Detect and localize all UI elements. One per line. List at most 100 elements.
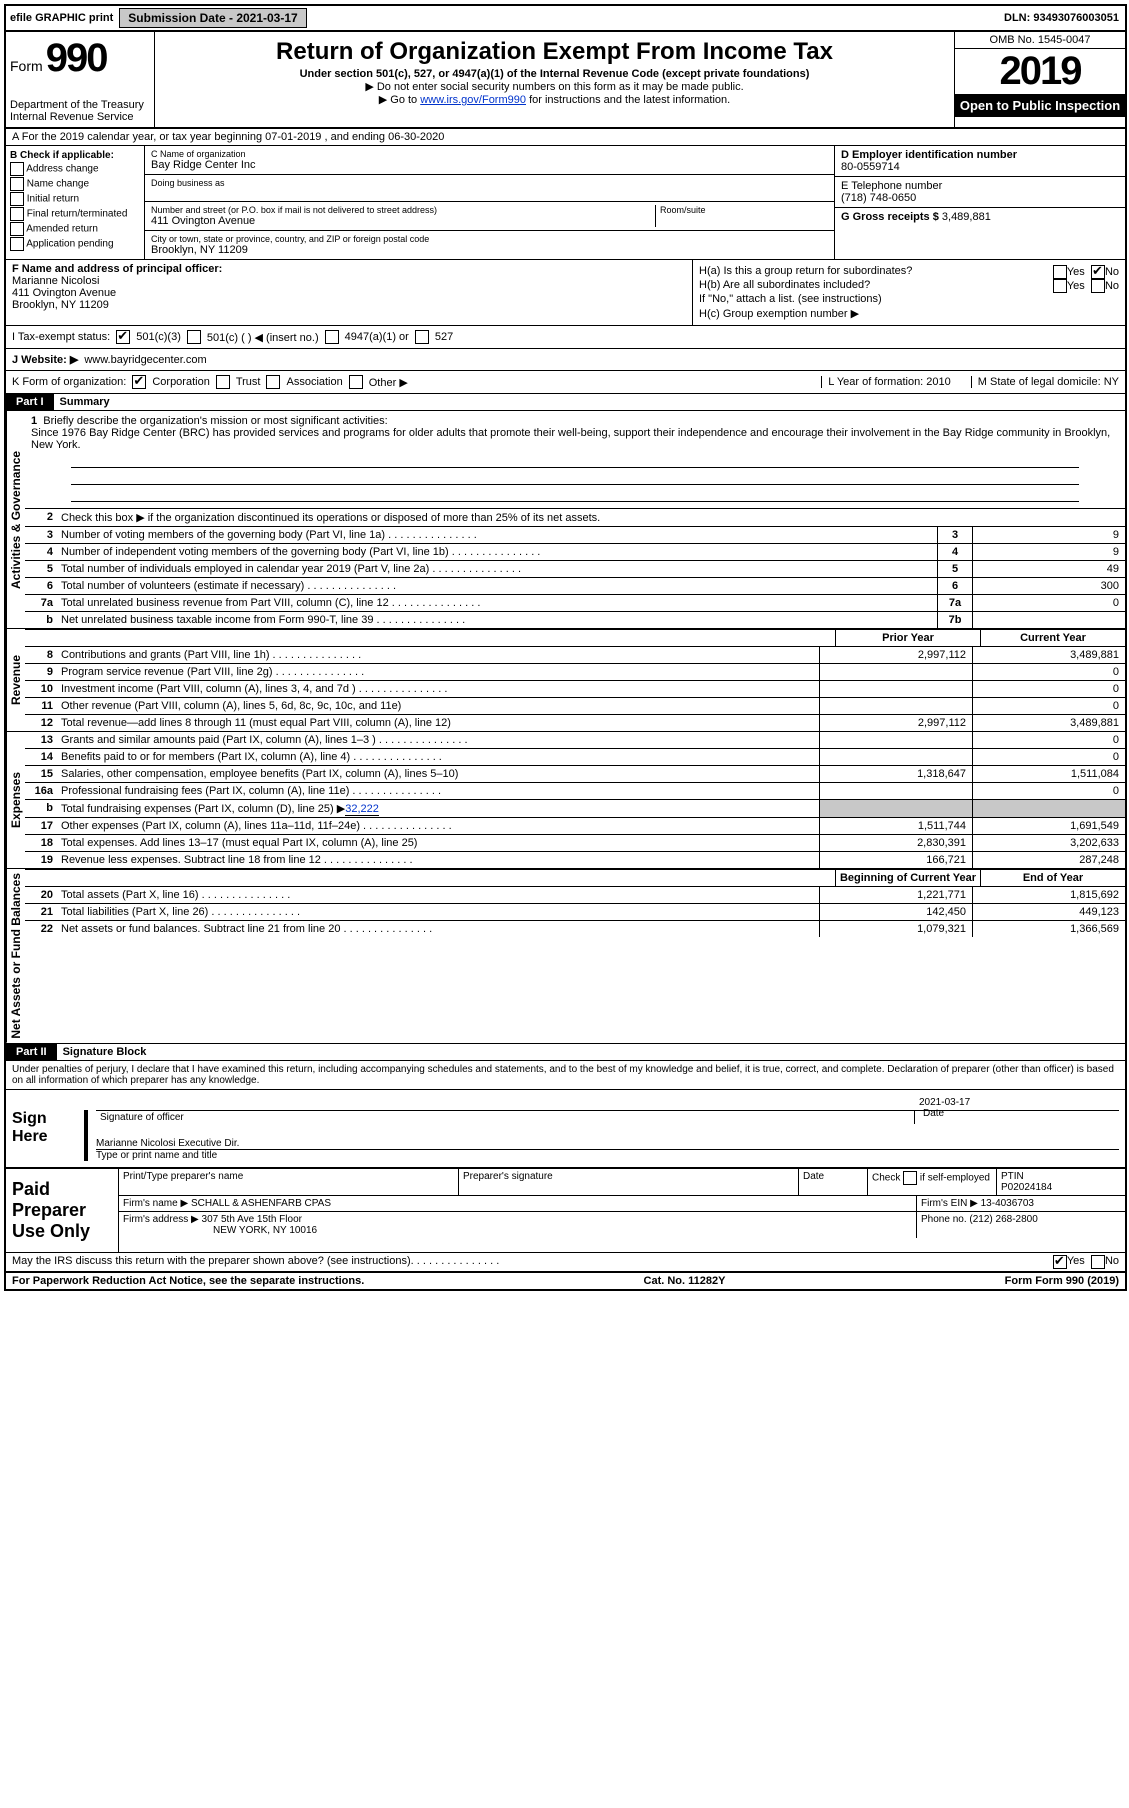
l14: Benefits paid to or for members (Part IX… [57,749,819,765]
part2-label: Part II [6,1044,57,1060]
side-activities: Activities & Governance [6,411,25,628]
cat-no: Cat. No. 11282Y [644,1275,726,1287]
k-label: K Form of organization: [12,376,126,388]
side-expenses: Expenses [6,732,25,868]
ptin-cell: PTINP02024184 [997,1169,1125,1195]
revenue-section: Revenue Prior YearCurrent Year 8Contribu… [6,629,1125,732]
header-right: OMB No. 1545-0047 2019 Open to Public In… [954,32,1125,127]
l17: Other expenses (Part IX, column (A), lin… [57,818,819,834]
f-label: F Name and address of principal officer: [12,263,686,275]
header-center: Return of Organization Exempt From Incom… [155,32,954,127]
part1-label: Part I [6,394,54,410]
sig-officer-label: Signature of officer [96,1111,188,1124]
section-bcd: B Check if applicable: Address change Na… [6,146,1125,260]
header-left: Form 990 Department of the Treasury Inte… [6,32,155,127]
chk-amended[interactable]: Amended return [10,222,140,236]
sign-date: 2021-03-17 [919,1097,1119,1108]
netassets-section: Net Assets or Fund Balances Beginning of… [6,869,1125,1044]
goto-pre: ▶ Go to [379,94,420,106]
section-fh: F Name and address of principal officer:… [6,260,1125,326]
addr-label: Number and street (or P.O. box if mail i… [151,205,655,215]
l-year-formation: L Year of formation: 2010 [821,376,951,388]
chk-501c[interactable] [187,330,201,344]
chk-name-change[interactable]: Name change [10,177,140,191]
form-word: Form [10,58,43,74]
v3: 9 [972,527,1125,543]
h-b-note: If "No," attach a list. (see instruction… [699,293,1119,305]
gross-receipts: 3,489,881 [942,211,991,223]
irs-label: Internal Revenue Service [10,111,150,123]
street-address: 411 Ovington Avenue [151,215,655,227]
chk-initial-return[interactable]: Initial return [10,192,140,206]
l12: Total revenue—add lines 8 through 11 (mu… [57,715,819,731]
city-label: City or town, state or province, country… [151,234,828,244]
telephone-value: (718) 748-0650 [841,192,1119,204]
dept-treasury: Department of the Treasury [10,99,150,111]
chk-527[interactable] [415,330,429,344]
chk-4947[interactable] [325,330,339,344]
officer-name-title: Marianne Nicolosi Executive Dir. [96,1138,1119,1149]
col-c: C Name of organization Bay Ridge Center … [145,146,834,259]
g-label: G Gross receipts $ [841,211,939,223]
website-value: www.bayridgecenter.com [84,354,206,366]
l15: Salaries, other compensation, employee b… [57,766,819,782]
l22: Net assets or fund balances. Subtract li… [57,921,819,937]
h-b: H(b) Are all subordinates included? Yes … [699,279,1119,291]
note-goto: ▶ Go to www.irs.gov/Form990 for instruct… [159,93,950,106]
chk-association[interactable] [266,375,280,389]
chk-501c3[interactable] [116,330,130,344]
firm-name-cell: Firm's name ▶ SCHALL & ASHENFARB CPAS [119,1196,917,1211]
chk-trust[interactable] [216,375,230,389]
goto-post: for instructions and the latest informat… [529,94,730,106]
l1-text: Since 1976 Bay Ridge Center (BRC) has pr… [31,427,1110,451]
part2-title: Signature Block [57,1046,147,1058]
l7b: Net unrelated business taxable income fr… [57,612,937,628]
officer-addr1: 411 Ovington Avenue [12,287,686,299]
e-label: E Telephone number [841,180,1119,192]
chk-address-change[interactable]: Address change [10,162,140,176]
v4: 9 [972,544,1125,560]
type-print-label: Type or print name and title [96,1150,217,1161]
chk-corporation[interactable] [132,375,146,389]
officer-addr2: Brooklyn, NY 11209 [12,299,686,311]
boy-header: Beginning of Current Year [835,870,980,886]
l16b: Total fundraising expenses (Part IX, col… [57,800,819,817]
discuss-no-chk[interactable] [1091,1255,1105,1269]
tax-year: 2019 [955,49,1125,94]
officer-name: Marianne Nicolosi [12,275,686,287]
omb-number: OMB No. 1545-0047 [955,32,1125,49]
preparer-label: Paid Preparer Use Only [6,1169,118,1252]
l4: Number of independent voting members of … [57,544,937,560]
chk-final-return[interactable]: Final return/terminated [10,207,140,221]
dln-label: DLN: 93493076003051 [1004,12,1125,24]
chk-app-pending[interactable]: Application pending [10,237,140,251]
submission-date-btn[interactable]: Submission Date - 2021-03-17 [119,8,306,28]
discuss-yes-chk[interactable] [1053,1255,1067,1269]
part2-header: Part II Signature Block [6,1044,1125,1061]
discuss-row: May the IRS discuss this return with the… [6,1253,1125,1273]
i-label: I Tax-exempt status: [12,331,110,343]
chk-other[interactable] [349,375,363,389]
col-deg: D Employer identification number 80-0559… [834,146,1125,259]
l21: Total liabilities (Part X, line 26) [57,904,819,920]
form-header: Form 990 Department of the Treasury Inte… [6,32,1125,129]
form-title: Return of Organization Exempt From Incom… [159,38,950,66]
l1-label: Briefly describe the organization's miss… [43,415,387,427]
l11: Other revenue (Part VIII, column (A), li… [57,698,819,714]
col-b-checkboxes: B Check if applicable: Address change Na… [6,146,145,259]
firm-phone-cell: Phone no. (212) 268-2800 [917,1212,1125,1238]
f-block: F Name and address of principal officer:… [6,260,692,325]
v6: 300 [972,578,1125,594]
l10: Investment income (Part VIII, column (A)… [57,681,819,697]
l2: Check this box ▶ if the organization dis… [57,509,1125,526]
prep-selfemp: Check if self-employed [868,1169,997,1195]
blank-line [71,487,1079,502]
row-a-calendar-year: A For the 2019 calendar year, or tax yea… [6,129,1125,146]
row-j-website: J Website: ▶ www.bayridgecenter.com [6,349,1125,371]
l3: Number of voting members of the governin… [57,527,937,543]
room-label: Room/suite [660,205,828,215]
footer-row: For Paperwork Reduction Act Notice, see … [6,1273,1125,1289]
topbar: efile GRAPHIC print Submission Date - 20… [6,6,1125,32]
irs-link[interactable]: www.irs.gov/Form990 [420,94,526,106]
part1-title: Summary [54,396,110,408]
